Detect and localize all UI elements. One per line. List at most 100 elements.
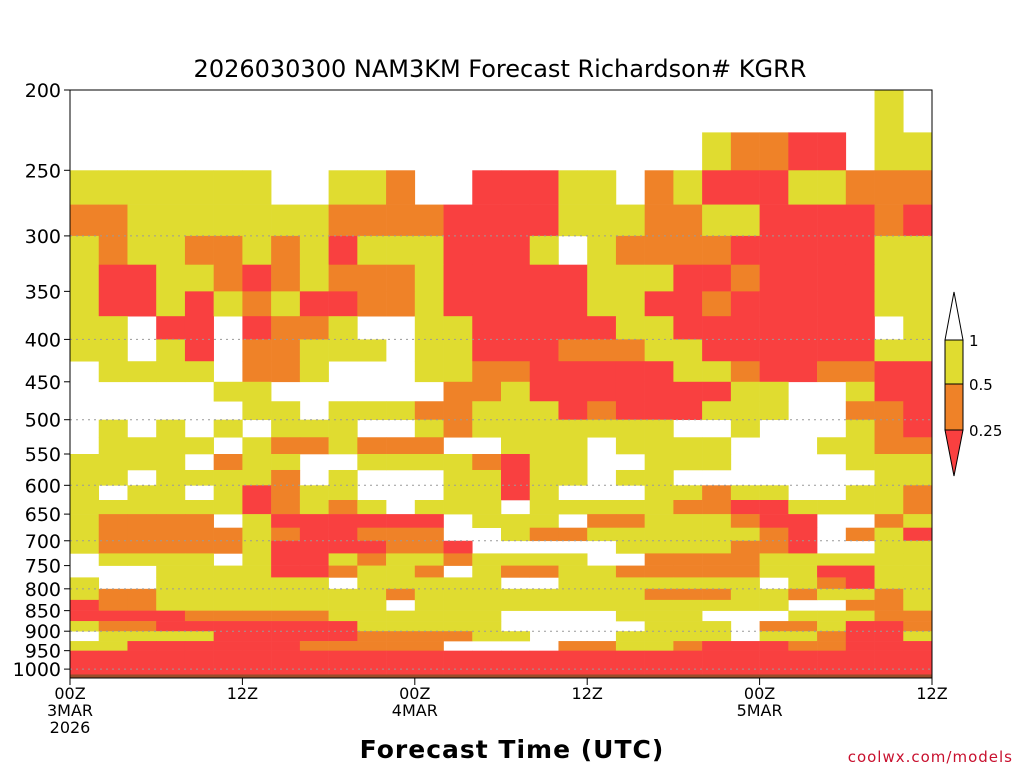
heat-cell bbox=[702, 500, 732, 515]
heat-cell bbox=[156, 588, 186, 601]
heat-cell bbox=[184, 514, 214, 528]
heat-cell bbox=[242, 553, 272, 566]
heat-cell bbox=[299, 660, 329, 679]
heat-cell bbox=[817, 577, 847, 590]
heat-cell bbox=[587, 419, 617, 438]
heat-cell bbox=[730, 660, 760, 679]
heat-cell bbox=[587, 500, 617, 515]
heat-cell bbox=[242, 485, 272, 501]
heat-cell bbox=[70, 469, 100, 486]
heat-cell bbox=[127, 437, 157, 455]
heat-cell bbox=[328, 631, 358, 642]
heat-cell bbox=[184, 660, 214, 679]
heat-cell bbox=[558, 500, 588, 515]
heat-cell bbox=[156, 361, 186, 383]
heat-cell bbox=[127, 454, 157, 471]
heat-cell bbox=[501, 316, 531, 340]
heat-cell bbox=[70, 170, 100, 205]
legend-arrow-top bbox=[944, 291, 964, 341]
heat-cell bbox=[759, 204, 789, 237]
x-tick-label: 12Z bbox=[572, 684, 603, 703]
heat-cell bbox=[299, 500, 329, 515]
heat-cell bbox=[817, 291, 847, 317]
heat-cell bbox=[903, 469, 933, 486]
heat-cell bbox=[788, 565, 818, 578]
heat-cell bbox=[98, 527, 128, 542]
heat-cell bbox=[558, 577, 588, 590]
heat-cell bbox=[615, 381, 645, 402]
heat-cell bbox=[213, 577, 243, 590]
heat-cell bbox=[730, 381, 760, 402]
heat-cell bbox=[328, 401, 358, 421]
heat-cell bbox=[328, 588, 358, 601]
heat-cell bbox=[242, 204, 272, 237]
heat-cell bbox=[903, 565, 933, 578]
heat-cell bbox=[501, 291, 531, 317]
heat-cell bbox=[386, 588, 416, 601]
heat-cell bbox=[357, 553, 387, 566]
legend: 1 0.5 0.25 bbox=[944, 291, 1002, 477]
heat-cell bbox=[529, 500, 559, 515]
heat-cell bbox=[903, 339, 933, 362]
heat-cell bbox=[98, 588, 128, 601]
heat-cell bbox=[299, 204, 329, 237]
heat-cell bbox=[386, 565, 416, 578]
heat-cell bbox=[730, 264, 760, 292]
heat-cell bbox=[615, 419, 645, 438]
heat-cell bbox=[98, 204, 128, 237]
heat-cell bbox=[702, 381, 732, 402]
heat-cell bbox=[213, 588, 243, 601]
heat-cell bbox=[70, 264, 100, 292]
heat-cell bbox=[558, 641, 588, 651]
heat-cell bbox=[328, 527, 358, 542]
heat-cell bbox=[501, 588, 531, 601]
heat-cell bbox=[501, 381, 531, 402]
heat-cell bbox=[328, 264, 358, 292]
heat-cell bbox=[242, 381, 272, 402]
heat-cell bbox=[587, 565, 617, 578]
heat-cell bbox=[788, 588, 818, 601]
heat-cell bbox=[759, 235, 789, 265]
heat-cell bbox=[673, 599, 703, 611]
heat-cell bbox=[98, 264, 128, 292]
heat-cell bbox=[443, 401, 473, 421]
heat-cell bbox=[271, 235, 301, 265]
heat-cell bbox=[558, 660, 588, 679]
heat-cell bbox=[529, 514, 559, 528]
heat-cell bbox=[357, 631, 387, 642]
heat-cell bbox=[127, 204, 157, 237]
heat-cell bbox=[472, 170, 502, 205]
heat-cell bbox=[529, 565, 559, 578]
heat-cell bbox=[501, 454, 531, 471]
heat-cell bbox=[759, 660, 789, 679]
heat-cell bbox=[443, 235, 473, 265]
y-tick-label: 600 bbox=[25, 475, 61, 497]
heat-cell bbox=[644, 437, 674, 455]
heat-cell bbox=[328, 641, 358, 651]
heat-cell bbox=[587, 235, 617, 265]
heat-cell bbox=[213, 264, 243, 292]
heat-cell bbox=[817, 660, 847, 679]
heat-cell bbox=[501, 235, 531, 265]
heat-cell bbox=[472, 361, 502, 383]
heat-cell bbox=[845, 291, 875, 317]
heat-cell bbox=[472, 204, 502, 237]
legend-arrow-bottom bbox=[944, 429, 964, 477]
heat-cell bbox=[817, 565, 847, 578]
heat-cell bbox=[587, 316, 617, 340]
heat-cell bbox=[213, 599, 243, 611]
heat-cell bbox=[414, 565, 444, 578]
heat-cell bbox=[903, 170, 933, 205]
heat-cell bbox=[386, 401, 416, 421]
heat-cell bbox=[70, 540, 100, 554]
heat-cell bbox=[98, 553, 128, 566]
x-tick-label: 4MAR bbox=[392, 701, 438, 720]
y-tick-label: 650 bbox=[25, 504, 61, 526]
heat-cell bbox=[271, 437, 301, 455]
heat-cell bbox=[156, 170, 186, 205]
heat-cell bbox=[98, 291, 128, 317]
heat-cell bbox=[817, 621, 847, 632]
heat-cell bbox=[903, 553, 933, 566]
heat-cell bbox=[644, 610, 674, 622]
heat-cell bbox=[874, 577, 904, 590]
